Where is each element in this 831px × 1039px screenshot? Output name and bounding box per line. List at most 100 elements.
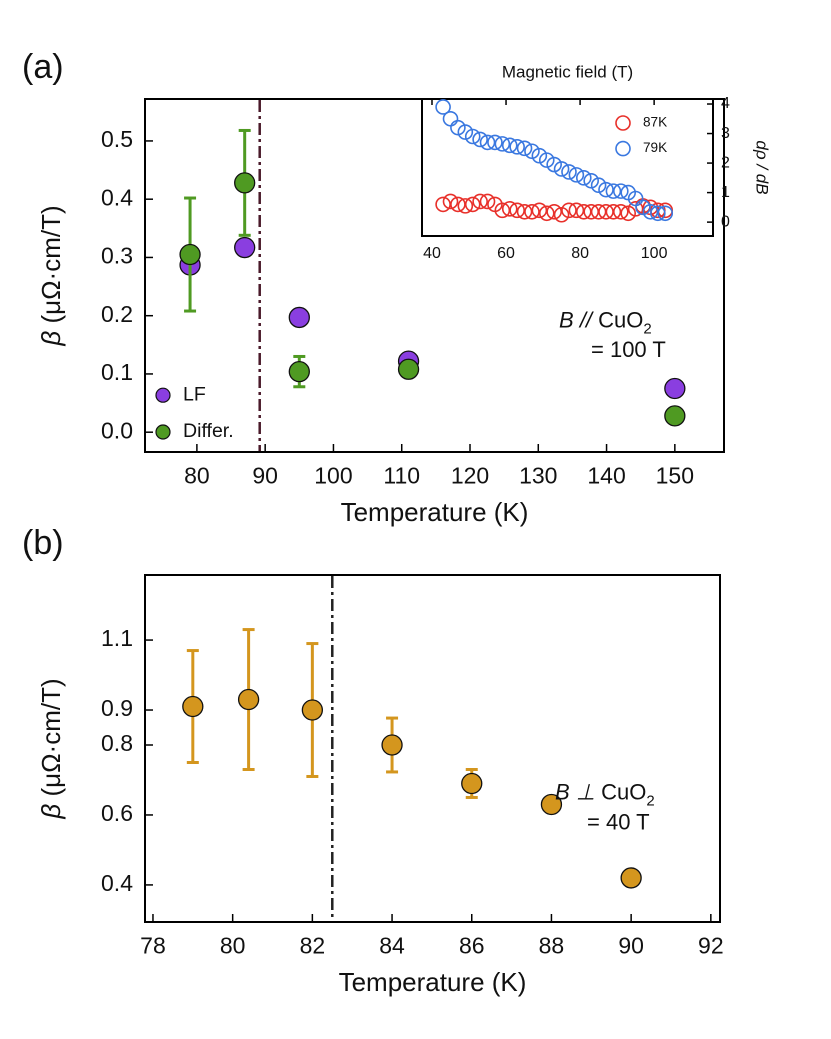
- x-tick-label: 100: [314, 462, 352, 488]
- data-point: [531, 147, 548, 164]
- data-point: [627, 201, 644, 217]
- x-tick-label: 82: [300, 932, 326, 958]
- y-tick-label: 0.4: [101, 184, 133, 210]
- y-tick-label: 0.4: [101, 870, 133, 896]
- data-point: [516, 203, 533, 220]
- y-label-symbol: β: [36, 804, 66, 820]
- y-label-symbol: β: [36, 331, 66, 347]
- y-tick-label: 0.6: [101, 800, 133, 826]
- data-point: [664, 377, 686, 400]
- x-tick-label: 86: [459, 932, 485, 958]
- data-point: [664, 405, 686, 427]
- data-point: [642, 203, 659, 220]
- data-point: [598, 203, 614, 220]
- annotation: B // CuO2: [559, 307, 652, 338]
- y-tick-label: 0: [721, 213, 730, 230]
- annotation-symbol: //: [578, 307, 594, 332]
- annotation-variable: B: [555, 779, 570, 804]
- x-tick-label: 80: [184, 462, 210, 488]
- data-point: [179, 243, 201, 266]
- panel-label: (a): [22, 48, 64, 86]
- data-point: [288, 306, 310, 329]
- annotation-subscript: 2: [643, 321, 651, 338]
- y-label-unit: (μΩ·cm/T): [36, 205, 66, 323]
- data-point: [613, 203, 629, 220]
- plot-frame: [144, 574, 721, 923]
- data-point: [605, 183, 622, 199]
- legend-marker: [155, 424, 171, 440]
- data-point: [494, 202, 511, 219]
- data-point: [650, 205, 666, 222]
- data-point: [546, 203, 562, 220]
- annotation-variable: B: [559, 307, 574, 332]
- legend-label: LF: [183, 383, 206, 405]
- y-tick-label: 0.8: [101, 730, 133, 756]
- data-point: [598, 181, 614, 198]
- x-tick-label: 90: [618, 932, 644, 958]
- y-axis-label: dρ / dB: [753, 140, 772, 194]
- annotation-line2: = 100 T: [591, 337, 666, 362]
- y-tick-label: 0.2: [101, 301, 133, 327]
- y-axis-label: β (μΩ·cm/T): [36, 678, 66, 819]
- x-tick-label: 140: [587, 462, 625, 488]
- data-point: [397, 358, 420, 380]
- data-point: [464, 128, 481, 145]
- data-point: [516, 140, 533, 157]
- x-tick-label: 110: [383, 462, 420, 488]
- x-tick-label: 40: [423, 245, 441, 262]
- y-tick-label: 0.5: [101, 126, 133, 152]
- data-point: [442, 193, 459, 210]
- y-tick-label: 2: [721, 154, 730, 171]
- data-point: [524, 203, 540, 220]
- data-point: [435, 99, 451, 115]
- data-point: [234, 236, 256, 259]
- data-point: [540, 793, 563, 816]
- x-axis-label: Magnetic field (T): [502, 62, 633, 81]
- annotation-symbol: ⊥: [576, 779, 595, 804]
- data-point: [381, 734, 403, 756]
- data-point: [509, 202, 525, 219]
- x-tick-label: 80: [571, 245, 589, 262]
- data-point: [524, 143, 540, 160]
- y-tick-label: 0.3: [101, 243, 133, 269]
- annotation: B ⊥ CuO2: [555, 779, 655, 810]
- x-tick-label: 130: [519, 462, 557, 488]
- data-point: [464, 196, 481, 213]
- data-point: [494, 136, 511, 152]
- legend-marker: [155, 387, 171, 403]
- x-tick-label: 78: [140, 932, 166, 958]
- x-tick-label: 120: [451, 462, 489, 488]
- x-tick-label: 88: [539, 932, 565, 958]
- data-point: [575, 170, 592, 186]
- data-point: [561, 164, 577, 180]
- data-point: [613, 183, 629, 199]
- data-point: [553, 206, 570, 223]
- data-point: [590, 203, 607, 220]
- data-point: [457, 124, 474, 140]
- data-point: [509, 139, 525, 155]
- data-point: [568, 167, 585, 183]
- data-point: [620, 205, 637, 222]
- data-point: [457, 198, 474, 214]
- annotation-subscript: 2: [646, 793, 654, 810]
- annotation-compound: CuO: [598, 307, 643, 332]
- data-point: [182, 695, 204, 718]
- y-tick-label: 1.1: [101, 625, 133, 651]
- data-point: [301, 699, 324, 721]
- x-tick-label: 84: [379, 932, 405, 958]
- data-point: [461, 772, 483, 795]
- y-tick-label: 1: [721, 184, 730, 201]
- data-point: [538, 152, 555, 168]
- y-tick-label: 0.0: [101, 417, 133, 443]
- legend-marker: [615, 115, 631, 131]
- data-point: [234, 172, 256, 194]
- x-axis-label: Temperature (K): [339, 967, 527, 997]
- data-point: [575, 203, 592, 220]
- annotation-line2: = 40 T: [587, 809, 650, 834]
- panel-label: (b): [22, 524, 64, 562]
- legend-label: Differ.: [183, 420, 234, 442]
- data-point: [531, 202, 548, 219]
- data-point: [538, 205, 555, 222]
- data-point: [553, 161, 570, 177]
